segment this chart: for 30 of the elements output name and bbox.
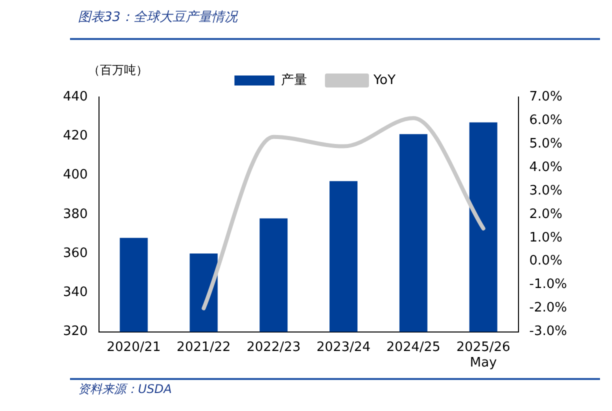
x-tick-label: 2022/23 — [246, 340, 301, 355]
y-tick-label: 340 — [62, 285, 88, 300]
y2-tick-label: -2.0% — [529, 300, 567, 316]
x-tick-label: 2020/21 — [106, 340, 161, 355]
line-series — [202, 116, 486, 310]
y-tick-label: 420 — [62, 128, 88, 144]
y2-tick-label: 6.0% — [529, 112, 562, 128]
y2-tick-label: 0.0% — [529, 254, 562, 269]
y2-tick-label: 4.0% — [529, 160, 562, 175]
y2-tick-label: 5.0% — [529, 136, 562, 152]
chart-title: 图表33：全球大豆产量情况 — [78, 9, 238, 26]
y2-tick-label: 2.0% — [529, 206, 562, 222]
y2-tick-label: 1.0% — [529, 230, 562, 246]
legend-label: YoY — [372, 72, 396, 88]
y2-tick-label: 3.0% — [529, 183, 562, 198]
x-tick-label: 2023/24 — [316, 340, 371, 355]
y-tick-label: 380 — [62, 206, 88, 222]
y-axis-title: （百万吨） — [88, 62, 148, 79]
x-tick-label: 2024/25 — [386, 340, 440, 355]
y-tick-label: 360 — [62, 246, 88, 261]
y-tick-label: 320 — [62, 324, 88, 340]
y-tick-label: 440 — [62, 89, 88, 104]
x-tick-label: 2025/26 May — [456, 340, 510, 371]
y2-tick-label: -1.0% — [529, 277, 567, 292]
y-tick-label: 400 — [62, 168, 88, 183]
y2-tick-label: 7.0% — [529, 89, 562, 104]
text: 资料来源：USDA — [78, 381, 172, 398]
legend-label: 产量 — [280, 72, 307, 88]
x-tick-label: 2021/22 — [176, 340, 231, 355]
y2-tick-label: -3.0% — [529, 324, 567, 340]
